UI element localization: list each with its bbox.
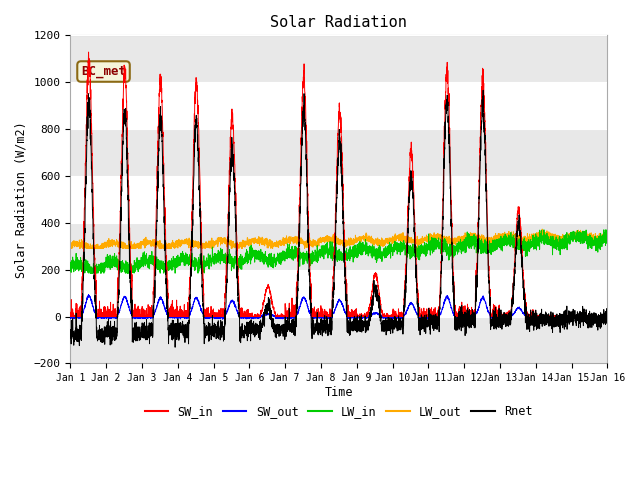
Legend: SW_in, SW_out, LW_in, LW_out, Rnet: SW_in, SW_out, LW_in, LW_out, Rnet	[140, 401, 538, 423]
Bar	[70, 36, 607, 82]
Bar	[70, 316, 607, 363]
Bar	[70, 223, 607, 270]
Text: BC_met: BC_met	[81, 65, 126, 78]
Bar	[70, 129, 607, 176]
Title: Solar Radiation: Solar Radiation	[270, 15, 407, 30]
X-axis label: Time: Time	[324, 386, 353, 399]
Y-axis label: Solar Radiation (W/m2): Solar Radiation (W/m2)	[15, 121, 28, 278]
